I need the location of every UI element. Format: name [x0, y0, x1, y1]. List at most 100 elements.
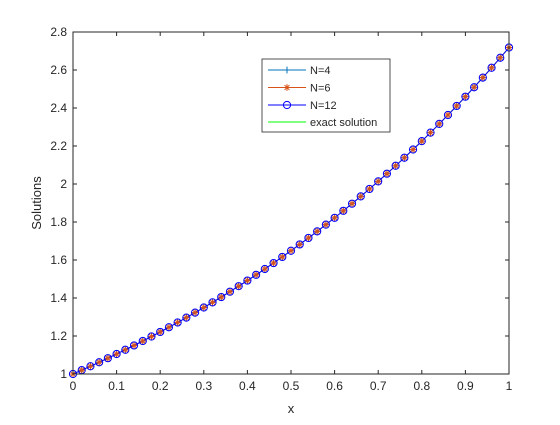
data-point	[129, 341, 139, 350]
data-point	[121, 345, 130, 354]
data-point	[235, 282, 243, 290]
data-point	[313, 227, 322, 236]
data-point	[479, 74, 487, 81]
y-axis-label: Solutions	[29, 176, 44, 230]
data-point	[365, 184, 374, 194]
y-tick-label: 2.8	[50, 25, 67, 39]
data-point	[226, 288, 234, 296]
data-point	[112, 349, 121, 359]
data-point	[252, 270, 261, 279]
data-point	[269, 258, 278, 268]
data-point	[417, 137, 426, 146]
data-point	[225, 287, 235, 296]
data-point	[366, 185, 373, 193]
x-tick-label: 0.5	[283, 379, 300, 393]
data-point	[199, 303, 208, 312]
legend-swatch-marker	[282, 100, 292, 110]
data-point	[357, 192, 365, 200]
data-point	[156, 327, 165, 337]
y-tick-label: 1.6	[50, 253, 67, 267]
y-tick-label: 2	[60, 177, 67, 191]
legend-label: exact solution	[310, 117, 377, 129]
data-point	[296, 241, 304, 248]
data-point	[147, 332, 156, 341]
data-point	[270, 259, 277, 267]
data-point	[391, 161, 400, 170]
data-point	[261, 265, 269, 273]
data-point	[418, 137, 426, 145]
data-point	[443, 110, 453, 120]
data-point	[330, 213, 339, 222]
y-tick-label: 1.4	[50, 291, 67, 305]
data-point	[392, 162, 400, 170]
data-point	[252, 271, 260, 279]
data-point	[87, 362, 94, 370]
data-point	[95, 358, 103, 366]
data-point	[461, 92, 470, 101]
series-markers	[68, 43, 514, 379]
data-point	[295, 240, 304, 249]
data-point	[95, 358, 104, 367]
data-point	[209, 298, 216, 306]
data-point	[382, 169, 392, 178]
data-point	[278, 252, 287, 262]
data-point	[347, 199, 357, 208]
y-tick-label: 2.4	[50, 101, 67, 115]
data-point	[478, 73, 487, 82]
data-point	[313, 227, 321, 235]
legend-label: N=12	[310, 100, 337, 112]
data-point	[174, 319, 182, 326]
data-point	[426, 128, 435, 137]
data-point	[121, 346, 129, 354]
x-tick-label: 0	[70, 379, 77, 393]
data-point	[356, 192, 365, 201]
x-axis-label: x	[288, 401, 295, 416]
data-point	[496, 53, 505, 62]
legend-label: N=4	[310, 65, 331, 77]
legend-swatch-marker	[283, 66, 291, 74]
data-point	[305, 234, 312, 242]
x-tick-label: 0.4	[239, 379, 256, 393]
data-point	[182, 314, 190, 321]
data-point	[304, 233, 313, 243]
data-point	[374, 177, 383, 186]
data-point	[139, 337, 147, 345]
data-point	[78, 366, 86, 374]
y-tick-label: 1.8	[50, 215, 67, 229]
data-point	[287, 247, 295, 255]
data-point	[374, 177, 382, 185]
data-point	[408, 145, 418, 154]
data-point	[173, 318, 182, 327]
legend: N=4 N=6 N=12 exact solution	[261, 58, 391, 133]
data-point	[200, 304, 208, 311]
data-point	[286, 246, 296, 255]
data-point	[383, 170, 391, 178]
x-tick-label: 1	[506, 379, 513, 393]
data-point	[487, 63, 496, 72]
data-point	[113, 350, 120, 358]
data-point	[409, 146, 417, 153]
data-point	[339, 207, 347, 215]
x-tick-label: 0.7	[370, 379, 387, 393]
data-point	[217, 293, 225, 301]
y-tick-label: 2.2	[50, 139, 67, 153]
x-tick-label: 0.8	[413, 379, 430, 393]
data-point	[191, 309, 199, 317]
x-tick-label: 0.6	[326, 379, 343, 393]
data-point	[348, 200, 356, 208]
data-point	[427, 129, 434, 137]
legend-swatch-marker	[283, 84, 291, 91]
data-point	[435, 120, 443, 128]
y-tick-label: 1.2	[50, 329, 67, 343]
data-point	[470, 83, 478, 91]
data-point	[260, 264, 269, 274]
x-tick-label: 0.1	[108, 379, 125, 393]
data-point	[130, 342, 138, 349]
data-point	[104, 354, 112, 362]
data-point	[470, 83, 479, 92]
y-tick-label: 1	[60, 367, 67, 381]
axis-ticks: 0 0.1 0.2 0.3 0.4 0.5 0.6 0.7 0.8 0.9 1 1 1.2 1.4 1.6 1…	[50, 25, 512, 393]
data-point	[182, 313, 191, 322]
